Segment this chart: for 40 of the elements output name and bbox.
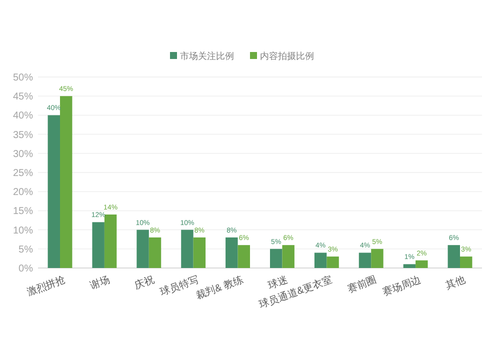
bar xyxy=(238,245,250,268)
bar xyxy=(460,256,472,268)
legend-label: 内容拍摄比例 xyxy=(260,51,314,61)
y-tick-label: 20% xyxy=(12,187,34,198)
bar xyxy=(326,256,339,268)
y-tick-label: 35% xyxy=(12,130,34,141)
y-tick-label: 30% xyxy=(12,148,34,160)
bar xyxy=(314,252,327,268)
y-tick-label: 0% xyxy=(18,264,34,274)
bar xyxy=(358,252,372,268)
bar xyxy=(136,230,149,268)
y-tick-label: 25% xyxy=(12,168,34,179)
x-tick-label: 庆祝 xyxy=(133,274,156,292)
y-tick-label: 15% xyxy=(12,206,34,218)
bar xyxy=(270,248,282,268)
bar xyxy=(226,237,238,268)
y-tick-label: 10% xyxy=(12,225,34,236)
bar xyxy=(448,245,460,268)
bar xyxy=(371,248,384,268)
bar xyxy=(48,115,60,268)
x-tick-label: 谢场 xyxy=(88,274,112,292)
legend-label: 市场关注比例 xyxy=(180,51,234,61)
y-tick-label: 5% xyxy=(18,244,34,256)
bar xyxy=(92,222,104,268)
bar xyxy=(104,214,117,268)
bar xyxy=(60,96,72,268)
bar xyxy=(416,260,428,268)
bar xyxy=(148,237,162,268)
y-tick-label: 50% xyxy=(12,72,34,84)
x-tick-label: 球迷 xyxy=(266,274,290,292)
x-tick-label: 其他 xyxy=(444,274,468,292)
x-tick-label: 赛前圈 xyxy=(346,274,378,296)
y-tick-label: 40% xyxy=(12,110,34,122)
bar xyxy=(181,230,194,268)
bar xyxy=(282,245,294,268)
x-tick-label: 激烈拼抢 xyxy=(25,274,68,298)
y-tick-label: 45% xyxy=(12,92,34,103)
bar xyxy=(403,264,416,268)
x-tick-label: 赛场周边 xyxy=(380,274,423,298)
bar xyxy=(193,237,206,268)
